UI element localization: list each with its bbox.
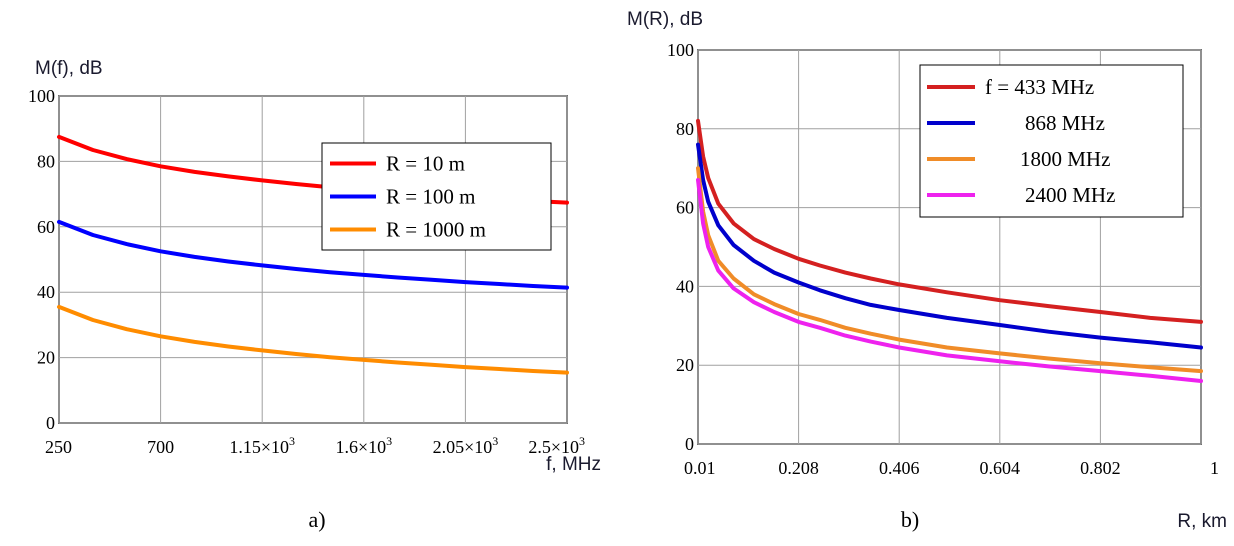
x-axis-label: f, MHz bbox=[546, 454, 601, 475]
x-tick-label: 0.604 bbox=[980, 458, 1021, 478]
x-tick-label: 1.6×103 bbox=[335, 434, 392, 457]
x-tick-label: 0.208 bbox=[778, 458, 819, 478]
x-tick-label: 1.15×103 bbox=[229, 434, 295, 457]
y-tick-label: 0 bbox=[685, 434, 694, 454]
y-tick-label: 80 bbox=[676, 119, 694, 139]
legend-entry-label: R = 100 m bbox=[386, 185, 475, 209]
panel-caption: b) bbox=[901, 507, 919, 532]
y-tick-label: 20 bbox=[37, 348, 55, 368]
x-tick-label: 1 bbox=[1210, 458, 1219, 478]
legend-box bbox=[919, 64, 1184, 218]
legend-entry-label: f = 433 MHz bbox=[985, 75, 1094, 99]
y-tick-label: 80 bbox=[37, 151, 55, 171]
series-line-3 bbox=[696, 166, 1203, 374]
y-tick-label: 100 bbox=[28, 86, 55, 106]
y-axis-label: M(R), dB bbox=[627, 9, 703, 30]
x-axis-label: R, km bbox=[1177, 511, 1227, 532]
series-line-1 bbox=[696, 118, 1203, 324]
series-line-3 bbox=[57, 304, 569, 375]
legend-entry-label: 1800 MHz bbox=[1020, 147, 1110, 171]
series-line-2 bbox=[696, 142, 1203, 350]
x-tick-label: 0.406 bbox=[879, 458, 920, 478]
chart-panel-b: 0 20 40 60 80 100 0.01 0.208 0.406 0.604 0.802 1 M(R… bbox=[627, 9, 1227, 532]
legend-entry-label: R = 1000 m bbox=[386, 218, 486, 242]
x-tick-label: 2.5×103 bbox=[528, 434, 585, 457]
panel-caption: a) bbox=[308, 507, 325, 532]
chart-panel-a: 0 20 40 60 80 100 250 700 1.15×103 1.6×103 2.05×10… bbox=[28, 58, 601, 532]
x-tick-label: 250 bbox=[45, 437, 72, 457]
y-axis-label: M(f), dB bbox=[35, 58, 103, 79]
legend: R = 10 m R = 100 m R = 1000 m bbox=[321, 142, 552, 251]
series-line-4 bbox=[696, 178, 1203, 383]
y-tick-label: 0 bbox=[46, 413, 55, 433]
y-tick-label: 60 bbox=[676, 198, 694, 218]
y-tick-label: 20 bbox=[676, 355, 694, 375]
legend-entry-label: 2400 MHz bbox=[1025, 183, 1115, 207]
y-tick-label: 100 bbox=[667, 40, 694, 60]
y-tick-label: 60 bbox=[37, 217, 55, 237]
x-tick-label: 0.802 bbox=[1080, 458, 1121, 478]
x-tick-label: 700 bbox=[147, 437, 174, 457]
legend-entry-label: 868 MHz bbox=[1025, 111, 1105, 135]
y-tick-label: 40 bbox=[676, 276, 694, 296]
series-line-2 bbox=[57, 219, 569, 290]
legend: f = 433 MHz 868 MHz 1800 MHz 2400 MHz bbox=[919, 64, 1184, 218]
x-tick-label: 0.01 bbox=[684, 458, 716, 478]
legend-entry-label: R = 10 m bbox=[386, 152, 465, 176]
x-tick-label: 2.05×103 bbox=[433, 434, 499, 457]
y-tick-label: 40 bbox=[37, 282, 55, 302]
